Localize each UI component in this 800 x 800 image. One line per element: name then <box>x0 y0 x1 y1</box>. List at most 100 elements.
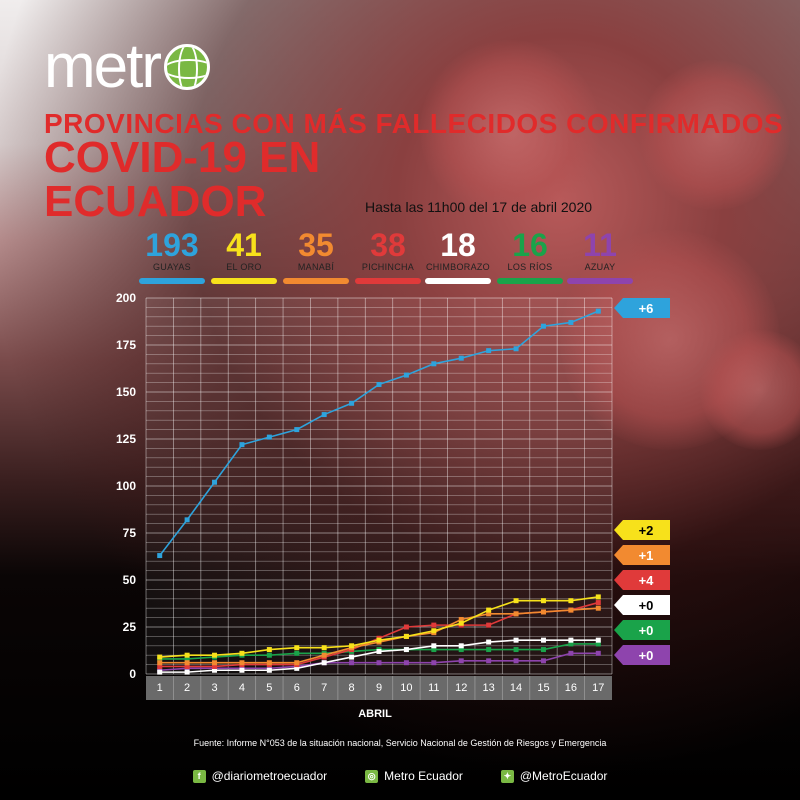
data-point <box>540 647 546 653</box>
data-point <box>321 660 327 666</box>
data-point <box>294 650 300 656</box>
legend-label: CHIMBORAZO <box>425 262 490 272</box>
data-point <box>540 609 546 615</box>
chart-title: COVID-19 EN ECUADOR <box>44 133 321 226</box>
delta-tag <box>614 570 670 590</box>
legend-label: PICHINCHA <box>361 262 415 272</box>
data-point <box>540 658 546 664</box>
legend-total: 38 <box>370 227 406 263</box>
facebook-icon: f <box>192 769 206 783</box>
x-tick-label: 17 <box>592 682 604 694</box>
data-point <box>321 652 327 658</box>
legend-item: 11 AZUAY <box>564 228 636 284</box>
delta-label: +6 <box>639 301 654 316</box>
chart-supertitle: PROVINCIAS CON MÁS FALLECIDOS CONFIRMADO… <box>44 108 784 139</box>
plot-area <box>146 298 612 674</box>
y-tick-label: 150 <box>116 385 136 399</box>
data-point <box>403 647 409 653</box>
data-point <box>595 637 601 643</box>
delta-label: +0 <box>639 623 654 638</box>
legend-swatch <box>283 278 349 284</box>
data-point <box>595 600 601 606</box>
legend-item: 35 MANABÍ <box>280 228 352 284</box>
data-point <box>157 663 163 669</box>
data-point <box>184 660 190 666</box>
data-point <box>349 660 355 666</box>
y-tick-label: 200 <box>116 291 136 305</box>
data-point <box>540 637 546 643</box>
data-point <box>239 667 245 673</box>
data-point <box>157 669 163 675</box>
data-point <box>349 643 355 649</box>
y-tick-label: 75 <box>123 526 137 540</box>
data-point <box>431 647 437 653</box>
data-point <box>184 517 190 523</box>
legend-swatch <box>211 278 277 284</box>
legend-label: EL ORO <box>226 262 262 272</box>
data-point <box>568 641 574 647</box>
source-note: Fuente: Informe N°053 de la situación na… <box>193 738 607 748</box>
legend-swatch <box>497 278 563 284</box>
data-point <box>184 656 190 662</box>
data-point <box>486 647 492 653</box>
data-point <box>568 607 574 613</box>
x-tick-label: 7 <box>321 682 327 694</box>
data-point <box>458 658 464 664</box>
data-point <box>513 611 519 617</box>
legend-total: 193 <box>145 227 199 263</box>
logo-text: metr <box>44 32 162 101</box>
data-point <box>458 620 464 626</box>
data-point <box>266 434 272 440</box>
data-point <box>568 637 574 643</box>
y-tick-label: 175 <box>116 338 136 352</box>
data-point <box>157 654 163 660</box>
data-point <box>403 633 409 639</box>
delta-tag <box>614 298 670 318</box>
data-point <box>513 658 519 664</box>
data-point <box>458 616 464 622</box>
data-point <box>513 647 519 653</box>
y-tick-label: 50 <box>123 573 137 587</box>
data-point <box>568 598 574 604</box>
data-point <box>212 667 218 673</box>
data-point <box>184 669 190 675</box>
legend-item: 41 EL ORO <box>208 228 280 284</box>
legend-total: 35 <box>298 227 334 263</box>
y-tick-label: 125 <box>116 432 136 446</box>
data-point <box>513 598 519 604</box>
virus-decoration <box>700 330 800 450</box>
data-point <box>568 319 574 325</box>
data-point <box>486 622 492 628</box>
x-axis-band <box>146 676 612 700</box>
legend-label: MANABÍ <box>297 262 335 272</box>
data-point <box>349 400 355 406</box>
data-point <box>403 372 409 378</box>
x-tick-label: 15 <box>537 682 549 694</box>
data-point <box>595 308 601 314</box>
data-point <box>294 665 300 671</box>
instagram-link[interactable]: ◎ Metro Ecuador <box>365 769 463 783</box>
delta-label: +0 <box>639 598 654 613</box>
data-point <box>595 650 601 656</box>
data-point <box>431 660 437 666</box>
legend-item: 18 CHIMBORAZO <box>422 228 494 284</box>
data-point <box>321 645 327 651</box>
facebook-link[interactable]: f @diariometroecuador <box>192 769 327 783</box>
globe-icon <box>164 44 210 90</box>
delta-label: +1 <box>639 548 654 563</box>
chart-subtitle: Hasta las 11h00 del 17 de abril 2020 <box>365 199 593 215</box>
data-point <box>184 652 190 658</box>
legend-total: 11 <box>583 227 617 263</box>
data-point <box>321 412 327 418</box>
legend-item: 16 LOS RÍOS <box>494 228 566 284</box>
x-tick-label: 8 <box>349 682 355 694</box>
delta-tag <box>614 620 670 640</box>
x-tick-label: 2 <box>184 682 190 694</box>
data-point <box>458 647 464 653</box>
delta-label: +0 <box>639 648 654 663</box>
data-point <box>157 553 163 559</box>
twitter-link[interactable]: ✦ @MetroEcuador <box>500 769 607 783</box>
data-point <box>431 361 437 367</box>
data-point <box>431 622 437 628</box>
data-point <box>294 645 300 651</box>
